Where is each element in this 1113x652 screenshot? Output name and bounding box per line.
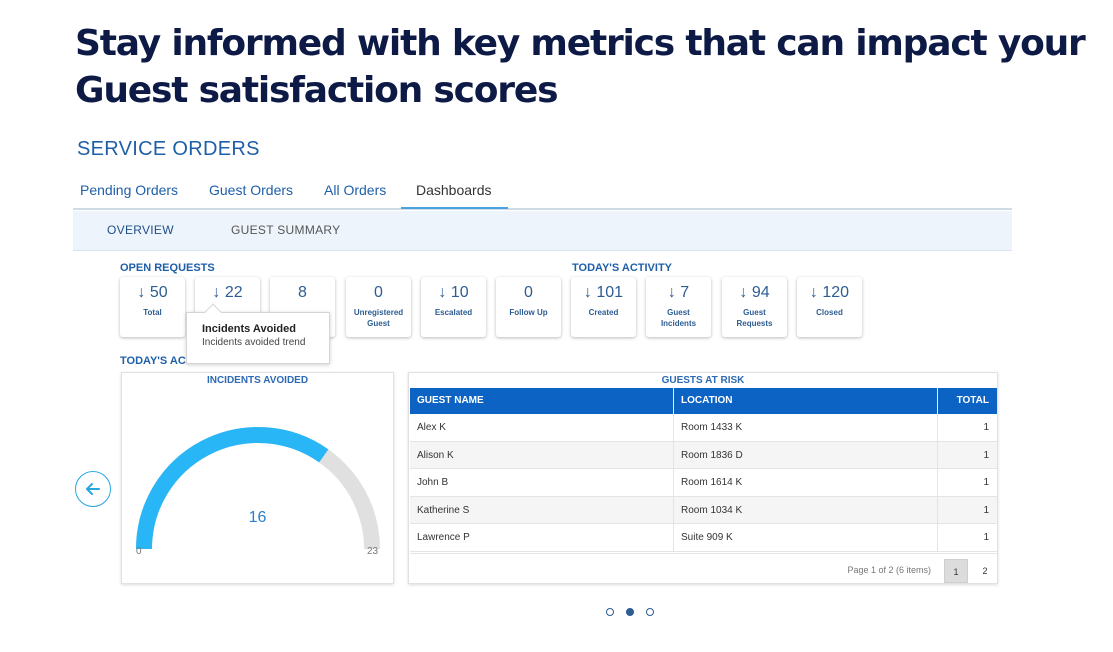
arrow-down-icon: ↓ bbox=[667, 284, 681, 301]
stat-card-escalated[interactable]: ↓ 10 Escalated bbox=[421, 277, 486, 337]
cell-location: Room 1614 K bbox=[674, 469, 938, 496]
todays-activity-section-label: TODAY'S AC bbox=[120, 355, 186, 367]
arrow-down-icon: ↓ bbox=[809, 284, 823, 301]
todays-activity-label: TODAY'S ACTIVITY bbox=[572, 262, 673, 274]
gauge-track bbox=[136, 427, 380, 550]
cell-guest-name: Katherine S bbox=[410, 496, 674, 524]
tooltip-subtitle: Incidents avoided trend bbox=[202, 337, 306, 348]
section-title: SERVICE ORDERS bbox=[77, 138, 260, 160]
cell-guest-name: Alex K bbox=[410, 414, 674, 441]
cell-location: Room 1836 D bbox=[674, 441, 938, 469]
stat-label: Unregistered Guest bbox=[353, 308, 404, 328]
stat-value: 0 bbox=[524, 284, 533, 301]
arrow-down-icon: ↓ bbox=[137, 284, 150, 301]
grid-body: Alex K Room 1433 K 1 Alison K Room 1836 … bbox=[410, 414, 997, 552]
grid-header: GUEST NAME LOCATION TOTAL bbox=[410, 388, 997, 414]
table-row[interactable]: Lawrence P Suite 909 K 1 bbox=[410, 524, 997, 552]
gauge-max-label: 23 bbox=[367, 546, 379, 557]
open-requests-label: OPEN REQUESTS bbox=[120, 262, 215, 274]
cell-total: 1 bbox=[983, 532, 989, 543]
stat-value: 22 bbox=[224, 284, 243, 301]
stat-card-unregistered-guest[interactable]: 0 Unregistered Guest bbox=[346, 277, 411, 337]
column-header-guest-name[interactable]: GUEST NAME bbox=[410, 388, 674, 414]
arrow-down-icon: ↓ bbox=[583, 284, 597, 301]
stat-value: 7 bbox=[680, 284, 690, 301]
carousel-prev-button[interactable] bbox=[75, 471, 111, 507]
incidents-avoided-panel: INCIDENTS AVOIDED 16 0 23 bbox=[121, 372, 394, 584]
cell-location: Room 1034 K bbox=[674, 496, 938, 524]
arrow-down-icon: ↓ bbox=[438, 284, 451, 301]
stat-value: 120 bbox=[822, 284, 850, 301]
stat-value: 0 bbox=[374, 284, 383, 301]
arrow-left-icon bbox=[86, 483, 100, 495]
cell-location: Suite 909 K bbox=[674, 524, 938, 551]
table-row[interactable]: Katherine S Room 1034 K 1 bbox=[410, 496, 997, 524]
carousel-dot[interactable] bbox=[646, 608, 654, 616]
gauge-chart bbox=[136, 427, 380, 550]
page-button-1[interactable]: 1 bbox=[944, 559, 968, 583]
stat-value: 94 bbox=[751, 284, 770, 301]
cell-guest-name: Alison K bbox=[410, 441, 674, 469]
cell-total: 1 bbox=[983, 504, 989, 516]
gauge-min-label: 0 bbox=[136, 546, 142, 557]
stat-value: 10 bbox=[450, 284, 469, 301]
guests-at-risk-panel: GUESTS AT RISK GUEST NAME LOCATION TOTAL… bbox=[408, 372, 998, 584]
stat-card-closed[interactable]: ↓ 120 Closed bbox=[797, 277, 862, 337]
stat-label: Escalated bbox=[434, 308, 473, 317]
tab-all-orders[interactable]: All Orders bbox=[324, 182, 387, 198]
carousel-dot[interactable] bbox=[606, 608, 614, 616]
table-row[interactable]: John B Room 1614 K 1 bbox=[410, 469, 997, 497]
table-row[interactable]: Alex K Room 1433 K 1 bbox=[410, 414, 997, 442]
headline-line-1: Stay informed with key metrics that can … bbox=[75, 23, 1086, 64]
tab-dashboards[interactable]: Dashboards bbox=[416, 182, 492, 198]
carousel-dot-active[interactable] bbox=[626, 608, 634, 616]
headline-line-2: Guest satisfaction scores bbox=[75, 70, 559, 111]
dashboard-subnav: OVERVIEW GUEST SUMMARY bbox=[73, 211, 1012, 251]
arrow-down-icon: ↓ bbox=[212, 284, 225, 301]
tab-pending-orders[interactable]: Pending Orders bbox=[80, 182, 179, 198]
headline: Stay informed with key metrics that can … bbox=[75, 20, 1086, 114]
cell-total: 1 bbox=[983, 422, 989, 433]
cell-guest-name: John B bbox=[410, 469, 674, 496]
active-tab-indicator bbox=[401, 207, 508, 209]
stat-label: Guest Requests bbox=[736, 308, 773, 328]
gauge-title: INCIDENTS AVOIDED bbox=[206, 375, 309, 386]
tab-guest-orders[interactable]: Guest Orders bbox=[209, 182, 294, 198]
cell-total: 1 bbox=[983, 449, 989, 461]
stat-value: 101 bbox=[596, 284, 624, 301]
stat-card-created[interactable]: ↓ 101 Created bbox=[571, 277, 636, 337]
table-row[interactable]: Alison K Room 1836 D 1 bbox=[410, 441, 997, 469]
cell-total: 1 bbox=[983, 477, 989, 488]
stat-card-guest-requests[interactable]: ↓ 94 Guest Requests bbox=[722, 277, 787, 337]
stat-label: Created bbox=[588, 308, 619, 317]
gauge-value: 16 bbox=[248, 509, 267, 526]
pager: Page 1 of 2 (6 items) 1 2 bbox=[410, 553, 997, 583]
stat-label: Closed bbox=[816, 308, 843, 317]
column-header-location[interactable]: LOCATION bbox=[674, 388, 938, 414]
stat-card-follow-up[interactable]: 0 Follow Up bbox=[496, 277, 561, 337]
subnav-guest-summary[interactable]: GUEST SUMMARY bbox=[231, 223, 341, 237]
subnav-overview[interactable]: OVERVIEW bbox=[107, 223, 174, 237]
tooltip-incidents-avoided: Incidents Avoided Incidents avoided tren… bbox=[186, 303, 330, 364]
stat-label: Total bbox=[143, 308, 162, 317]
tooltip-title: Incidents Avoided bbox=[202, 323, 296, 335]
tab-bar: Pending Orders Guest Orders All Orders D… bbox=[73, 172, 1012, 210]
stat-value: 50 bbox=[149, 284, 168, 301]
cell-location: Room 1433 K bbox=[674, 414, 938, 441]
stat-value: 8 bbox=[298, 284, 307, 301]
cell-guest-name: Lawrence P bbox=[410, 524, 674, 551]
stat-card-guest-incidents[interactable]: ↓ 7 Guest Incidents bbox=[646, 277, 711, 337]
stat-card-total[interactable]: ↓ 50 Total bbox=[120, 277, 185, 337]
stat-label: Guest Incidents bbox=[660, 308, 697, 328]
page-button-2[interactable]: 2 bbox=[982, 566, 988, 576]
grid-title: GUESTS AT RISK bbox=[661, 375, 745, 386]
gauge-fill bbox=[136, 427, 329, 550]
stat-label: Follow Up bbox=[509, 308, 548, 317]
column-header-total[interactable]: TOTAL bbox=[956, 395, 989, 406]
pager-info: Page 1 of 2 (6 items) bbox=[847, 565, 931, 575]
arrow-down-icon: ↓ bbox=[739, 284, 752, 301]
